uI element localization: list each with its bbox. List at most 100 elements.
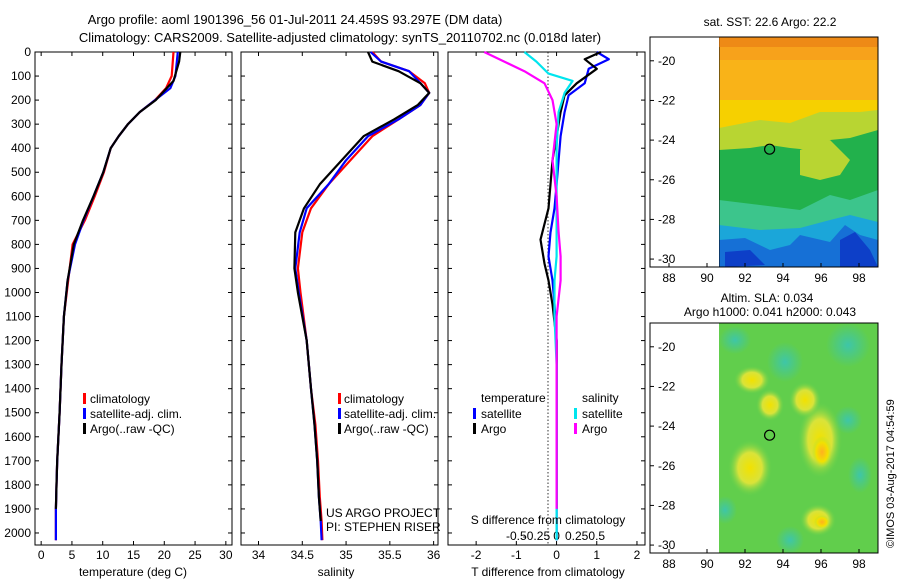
legend-swatch-satellite [338,408,341,419]
salinity-lines [293,51,431,541]
map-x-tick-label: 92 [738,271,752,285]
sst-map: sat. SST: 22.6 Argo: 22.2 88 90 92 94 96 98 -2… [649,15,879,285]
x-tick-label: 34 [252,548,266,562]
y-tick-label: 1100 [5,310,31,324]
map-y-tick-label: -24 [658,133,676,147]
x-tick-label: 35 [339,548,353,562]
temperature-legend: climatology satellite-adj. clim. Argo(..… [83,392,182,436]
map-x-tick-label: 88 [662,271,676,285]
map-x-tick-label: 94 [776,271,790,285]
series-line-argo-raw-qc- [54,51,182,509]
map-x-tick-label: 98 [852,557,866,571]
legend-swatch-s-satellite [574,408,577,419]
series-line-temperature-argo [539,50,602,509]
x-tick-label: 35.5 [378,548,402,562]
salinity-panel: 34 34.5 35 35.5 36 salinity climatology sate… [240,51,441,579]
series-line-climatology [54,51,175,541]
y-tick-label: 1500 [4,406,31,420]
x-tick-label-top: 0.5 [588,529,605,543]
map-y-tick-label: -22 [658,379,676,393]
legend-swatch-argo [338,423,341,434]
y-tick-label: 1400 [4,382,31,396]
y-tick-label: 1300 [4,358,31,372]
map-x-tick-label: 90 [700,557,714,571]
y-tick-label: 400 [11,141,31,155]
legend-label-t-argo: Argo [481,422,507,436]
x-tick-label: 5 [69,548,76,562]
temperature-axes-box [34,51,233,546]
y-tick-label: 800 [11,237,31,251]
y-tick-label: 600 [11,189,31,203]
legend-swatch-t-argo [473,423,476,434]
x-tick-label: 2 [634,548,641,562]
sla-axes-box [649,322,879,554]
y-tick-label: 1200 [4,334,31,348]
sst-field [719,37,878,267]
sla-title-line2: Argo h1000: 0.041 h2000: 0.043 [684,305,856,319]
y-tick-label: 1700 [4,454,31,468]
map-y-tick-label: -30 [658,538,676,552]
series-line-satellite-adj-clim- [54,51,179,541]
x-tick-label: 15 [127,548,141,562]
temperature-lines [54,51,182,541]
salinity-x-ticks: 34 34.5 35 35.5 36 [252,52,441,562]
legend-title-salinity: salinity [582,391,619,405]
legend-label-s-argo: Argo [582,422,608,436]
series-line-salinity-argo [483,51,562,509]
salinity-xlabel: salinity [318,565,355,579]
difference-axes-box [447,51,646,546]
legend-label-argo: Argo(..raw -QC) [90,422,175,436]
x-tick-label: 25 [188,548,202,562]
difference-x-ticks: -2 -1 0 1 2 [471,52,641,562]
sla-field [719,323,878,553]
y-tick-label: 1900 [4,502,31,516]
legend-label-climatology: climatology [344,392,404,406]
y-tick-label: 900 [11,261,31,275]
credit-imos: ©IMOS 03-Aug-2017 04:54:59 [885,399,897,548]
map-x-tick-label: 88 [662,557,676,571]
sst-axis-ticks: 88 90 92 94 96 98 -20 -22 -24 -26 -28 -30 [650,54,866,285]
difference-legend-temperature: temperature satellite Argo [473,391,546,436]
map-y-tick-label: -24 [658,419,676,433]
credit-pi: PI: STEPHEN RISER [326,520,441,534]
sst-map-title: sat. SST: 22.6 Argo: 22.2 [704,15,837,29]
map-x-tick-label: 92 [738,557,752,571]
series-line-argo-raw-qc- [293,51,431,522]
credit-project: US ARGO PROJECT [326,506,441,520]
map-y-tick-label: -30 [658,252,676,266]
x-tick-label: 30 [219,548,233,562]
legend-label-climatology: climatology [90,392,150,406]
y-tick-label: 2000 [4,526,31,540]
difference-panel: -2 -1 0 1 2 -0.5-0.25 0 0.25 0.5 S difference f… [447,50,646,579]
y-tick-label: 700 [11,213,31,227]
map-y-tick-label: -26 [658,459,676,473]
map-y-tick-label: -26 [658,173,676,187]
legend-swatch-s-argo [574,423,577,434]
map-x-tick-label: 94 [776,557,790,571]
legend-label-satellite: satellite-adj. clim. [344,407,436,421]
y-tick-label: 300 [11,117,31,131]
salinity-y-ticks [241,51,438,534]
sla-map: Altim. SLA: 0.034 Argo h1000: 0.041 h200… [649,291,879,571]
difference-lines [483,50,610,541]
legend-swatch-climatology [83,393,86,404]
y-tick-label: 200 [11,93,31,107]
difference-legend-salinity: salinity satellite Argo [574,391,623,436]
argo-position-marker [763,429,776,441]
y-tick-label: 0 [24,45,31,59]
legend-swatch-t-satellite [473,408,476,419]
x-tick-label-top: -0.5 [506,529,527,543]
x-tick-label-top: -0.25 [523,529,551,543]
salinity-legend: climatology satellite-adj. clim. Argo(..… [338,392,436,436]
difference-y-ticks [448,51,645,534]
salinity-axes-box [240,51,439,546]
map-x-tick-label: 90 [700,271,714,285]
x-tick-label: 0 [553,548,560,562]
y-tick-label: 1600 [4,430,31,444]
legend-label-t-satellite: satellite [481,407,522,421]
x-tick-label: -1 [511,548,522,562]
sst-axes-box [649,36,879,268]
sla-axis-ticks: 88 90 92 94 96 98 -20 -22 -24 -26 -28 -30 [650,340,866,571]
header-line2: Climatology: CARS2009. Satellite-adjuste… [79,30,601,45]
